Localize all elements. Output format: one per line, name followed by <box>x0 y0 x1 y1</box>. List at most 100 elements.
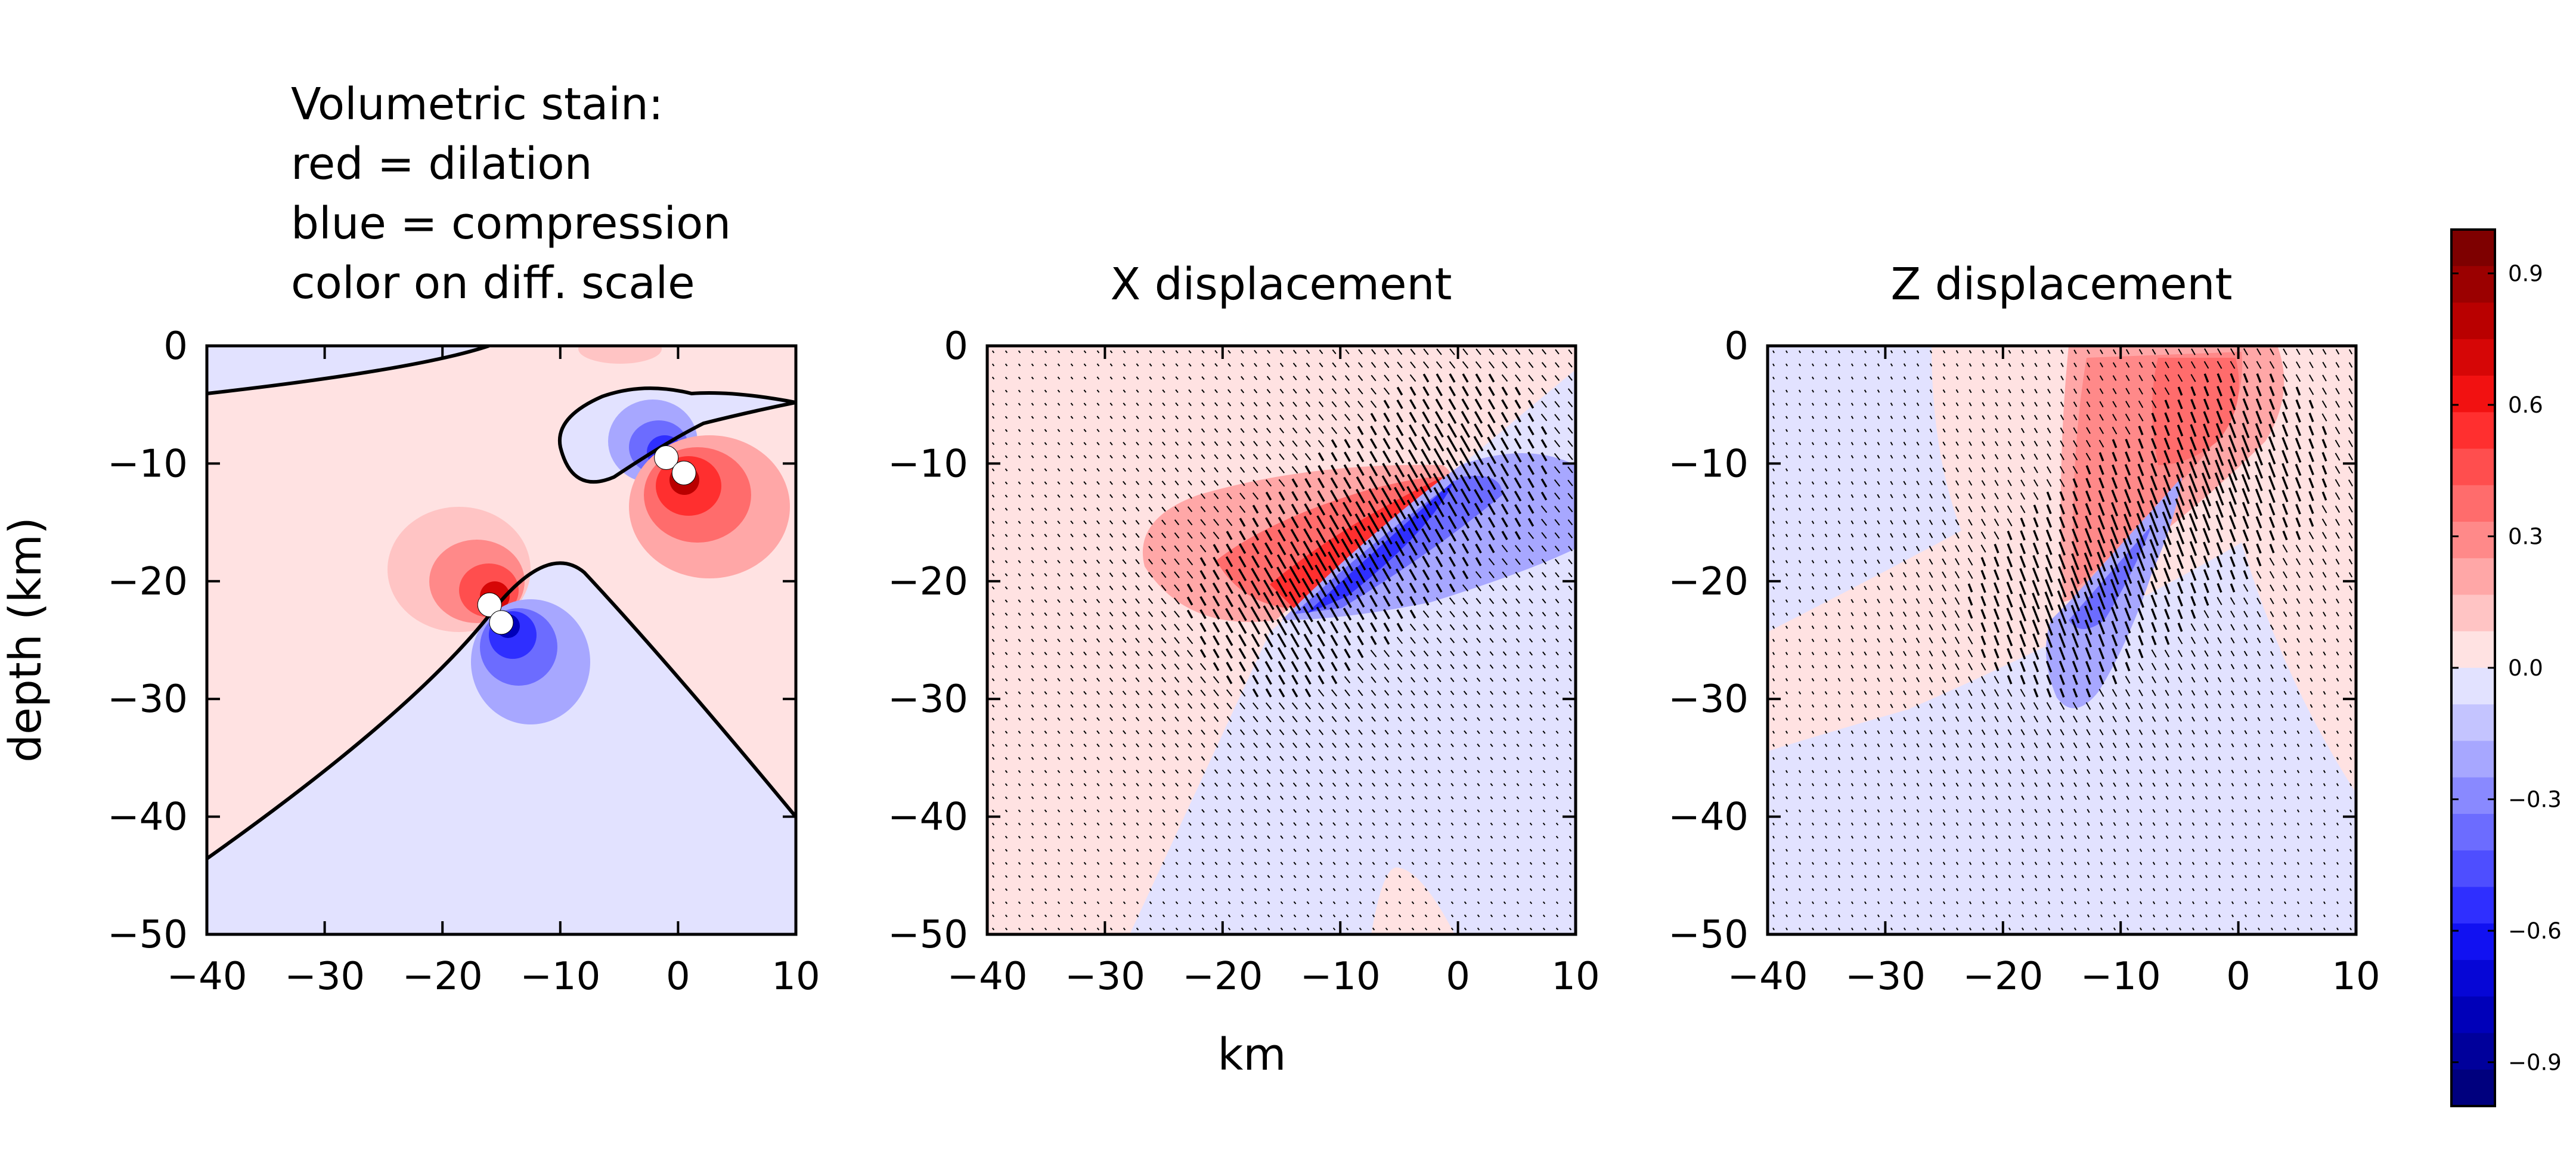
displacement-arrow <box>1902 559 1907 565</box>
displacement-arrow <box>1982 428 1985 433</box>
displacement-arrow <box>1096 835 1100 839</box>
displacement-arrow <box>2336 612 2339 617</box>
displacement-arrow <box>1279 769 1284 774</box>
displacement-arrow <box>1929 862 1933 865</box>
displacement-arrow <box>1890 848 1893 852</box>
displacement-arrow <box>1772 521 1775 524</box>
displacement-arrow <box>2322 585 2327 591</box>
displacement-arrow <box>1567 388 1573 394</box>
displacement-arrow <box>1437 704 1442 708</box>
displacement-arrow <box>1276 633 1287 648</box>
displacement-arrow <box>1395 568 1405 581</box>
displacement-arrow <box>2203 373 2209 383</box>
displacement-arrow <box>2008 875 2011 878</box>
displacement-arrow <box>1981 480 1986 486</box>
dislocation-marker <box>654 445 679 470</box>
displacement-arrow <box>2073 375 2077 381</box>
displacement-arrow <box>1464 730 1467 735</box>
displacement-arrow <box>2255 529 2262 541</box>
displacement-arrow <box>2257 730 2261 735</box>
displacement-arrow <box>1463 704 1468 708</box>
y-tick-label: −30 <box>1668 677 1749 721</box>
displacement-arrow <box>1568 704 1572 708</box>
displacement-arrow <box>1279 389 1284 394</box>
displacement-arrow <box>1785 809 1788 813</box>
displacement-arrow <box>2335 492 2341 500</box>
displacement-arrow <box>1265 504 1272 515</box>
displacement-arrow <box>2242 515 2249 529</box>
displacement-arrow <box>1824 572 1828 577</box>
displacement-arrow <box>1394 487 1406 506</box>
displacement-arrow <box>1488 530 1495 541</box>
displacement-arrow <box>2165 769 2169 774</box>
displacement-arrow <box>1316 528 1326 543</box>
displacement-arrow <box>1174 480 1179 486</box>
displacement-arrow <box>1044 822 1047 826</box>
displacement-arrow <box>1396 622 1403 632</box>
displacement-arrow <box>1096 927 1100 931</box>
displacement-arrow <box>2021 389 2025 394</box>
displacement-arrow <box>1980 557 1986 566</box>
displacement-arrow <box>2283 757 2287 760</box>
displacement-arrow <box>1475 611 1481 617</box>
displacement-arrow <box>1096 730 1100 735</box>
displacement-arrow <box>1982 782 1985 787</box>
displacement-arrow <box>1332 362 1337 368</box>
displacement-arrow <box>2231 704 2234 708</box>
displacement-arrow <box>1968 532 1973 539</box>
displacement-arrow <box>2322 374 2327 382</box>
displacement-arrow <box>2257 664 2261 670</box>
displacement-arrow <box>1542 862 1546 865</box>
displacement-arrow <box>1331 414 1337 421</box>
displacement-arrow <box>2138 649 2144 658</box>
displacement-arrow <box>1005 442 1008 445</box>
displacement-arrow <box>2218 848 2221 852</box>
displacement-arrow <box>1396 386 1403 396</box>
displacement-arrow <box>2270 717 2274 721</box>
displacement-arrow <box>1993 582 2000 594</box>
displacement-arrow <box>2269 544 2275 553</box>
displacement-arrow <box>1824 612 1828 617</box>
y-tick-label: −20 <box>107 560 188 604</box>
displacement-arrow <box>1188 716 1192 722</box>
displacement-arrow <box>1877 809 1880 813</box>
displacement-arrow <box>2046 674 2052 685</box>
displacement-arrow <box>1877 875 1880 878</box>
displacement-arrow <box>1942 376 1946 380</box>
displacement-arrow <box>1253 402 1258 407</box>
displacement-arrow <box>1254 875 1257 878</box>
displacement-arrow <box>2204 690 2209 696</box>
displacement-arrow <box>1109 717 1113 721</box>
displacement-arrow <box>1358 756 1363 761</box>
displacement-arrow <box>1018 835 1021 839</box>
displacement-arrow <box>1464 743 1467 748</box>
displacement-arrow <box>1942 389 1946 394</box>
displacement-arrow <box>2321 439 2327 448</box>
displacement-arrow <box>1201 756 1205 761</box>
displacement-arrow <box>1490 888 1493 891</box>
displacement-arrow <box>1967 558 1973 566</box>
displacement-arrow <box>2244 862 2248 865</box>
displacement-arrow <box>1175 848 1179 852</box>
displacement-arrow <box>1253 742 1258 748</box>
displacement-arrow <box>2230 624 2235 631</box>
displacement-arrow <box>1890 664 1893 669</box>
displacement-arrow <box>1489 677 1494 682</box>
displacement-arrow <box>1213 519 1219 526</box>
displacement-arrow <box>1383 650 1390 657</box>
displacement-arrow <box>1554 546 1560 552</box>
displacement-arrow <box>1929 914 1933 918</box>
displacement-arrow <box>1500 437 1509 450</box>
displacement-arrow <box>1542 835 1546 839</box>
displacement-arrow <box>2190 361 2196 369</box>
displacement-arrow <box>1174 663 1180 670</box>
displacement-arrow <box>1877 796 1880 800</box>
displacement-arrow <box>1420 500 1432 518</box>
displacement-arrow <box>1096 612 1101 617</box>
displacement-arrow <box>2033 517 2039 528</box>
displacement-arrow <box>2073 349 2077 354</box>
displacement-arrow <box>1408 436 1418 451</box>
displacement-arrow <box>1527 531 1535 540</box>
displacement-arrow <box>1890 704 1893 708</box>
displacement-arrow <box>1083 376 1087 380</box>
